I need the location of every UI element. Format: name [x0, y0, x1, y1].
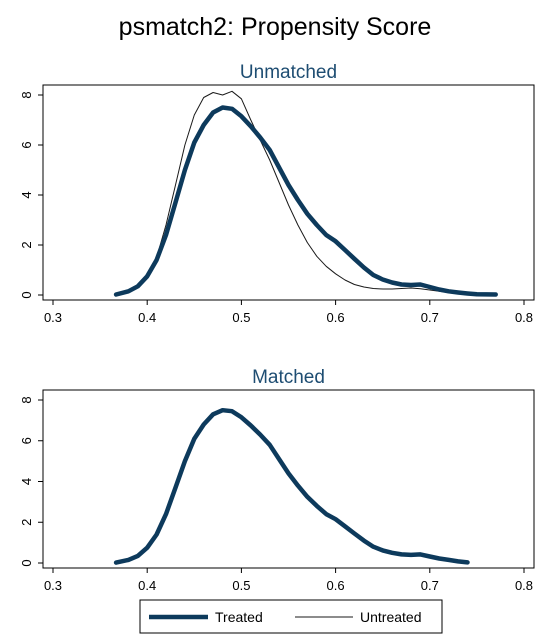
- x-tick-label-matched: 0.7: [421, 578, 439, 593]
- x-tick-label-matched: 0.4: [138, 578, 156, 593]
- y-tick-label-matched: 2: [19, 519, 34, 526]
- series-line-treated-matched: [113, 407, 470, 565]
- plot-area-matched: [42, 389, 535, 569]
- x-tick-label-unmatched: 0.8: [515, 310, 533, 325]
- panel-matched: Matched 0.3 0.4 0.5 0.6 0.7 0.8 0 2 4 6 8: [19, 367, 535, 593]
- panel-unmatched: Unmatched 0.3 0.4 0.5 0.6 0.7 0.8 0 2 4 6 8: [19, 62, 535, 325]
- y-tick-label-unmatched: 2: [19, 241, 34, 248]
- series-line-untreated-unmatched: [115, 90, 497, 295]
- y-tick-label-unmatched: 8: [19, 91, 34, 98]
- y-tick-label-matched: 0: [19, 559, 34, 566]
- legend-label-treated: Treated: [215, 609, 263, 625]
- x-tick-label-unmatched: 0.4: [138, 310, 156, 325]
- panel-title-matched: Matched: [252, 367, 325, 388]
- y-tick-label-matched: 6: [19, 437, 34, 444]
- x-tick-label-matched: 0.6: [327, 578, 345, 593]
- y-tick-label-unmatched: 6: [19, 141, 34, 148]
- y-tick-label-unmatched: 0: [19, 291, 34, 298]
- plot-area-unmatched: [42, 84, 535, 301]
- figure-title: psmatch2: Propensity Score: [119, 13, 432, 41]
- x-tick-label-unmatched: 0.3: [44, 310, 62, 325]
- y-tick-label-matched: 4: [19, 478, 34, 485]
- y-tick-label-unmatched: 4: [19, 191, 34, 198]
- x-tick-label-matched: 0.8: [515, 578, 533, 593]
- legend-label-untreated: Untreated: [360, 609, 421, 625]
- legend: Treated Untreated: [139, 599, 443, 634]
- x-tick-label-unmatched: 0.5: [232, 310, 250, 325]
- panel-title-unmatched: Unmatched: [240, 62, 337, 83]
- y-tick-label-matched: 8: [19, 396, 34, 403]
- series-line-treated-unmatched: [113, 105, 498, 297]
- x-tick-label-unmatched: 0.6: [327, 310, 345, 325]
- x-tick-label-unmatched: 0.7: [421, 310, 439, 325]
- x-tick-label-matched: 0.5: [232, 578, 250, 593]
- x-tick-label-matched: 0.3: [44, 578, 62, 593]
